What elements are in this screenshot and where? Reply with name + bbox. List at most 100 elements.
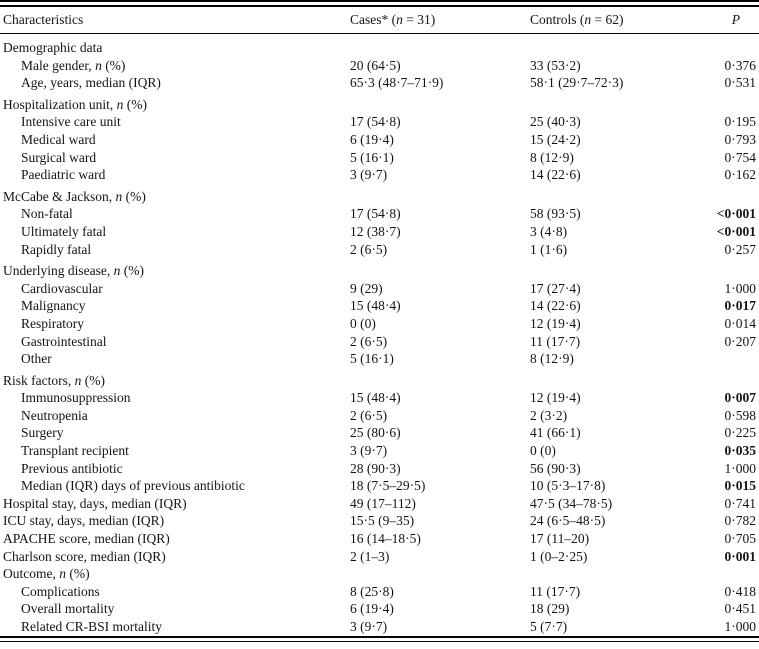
table-row: Other 5 (16·1) 8 (12·9): [0, 350, 759, 368]
controls-value: 18 (29): [530, 601, 570, 617]
row-label: Underlying disease, n (%): [3, 263, 144, 279]
table-header-row: Characteristics Cases* (n = 31) Controls…: [0, 7, 759, 33]
controls-value: 1 (1·6): [530, 241, 568, 257]
row-label: Transplant recipient: [21, 443, 129, 459]
cases-value: [350, 565, 530, 583]
controls-value: [530, 565, 702, 583]
row-label: Hospital stay, days, median (IQR): [3, 495, 187, 511]
controls-value: 25 (40·3): [530, 114, 581, 130]
header-rule: [0, 32, 759, 34]
p-value: [702, 372, 759, 390]
p-value: 0·451: [724, 601, 757, 617]
controls-value: 11 (17·7): [530, 583, 581, 599]
table-row: Surgical ward 5 (16·1) 8 (12·9) 0·754: [0, 149, 759, 167]
cases-value: [350, 372, 530, 390]
table-row: Related CR-BSI mortality 3 (9·7) 5 (7·7) 1·…: [0, 618, 759, 636]
row-label: Related CR-BSI mortality: [21, 619, 162, 634]
controls-value: 41 (66·1): [530, 425, 581, 441]
row-label: Risk factors, n (%): [3, 372, 105, 388]
row-label: Non-fatal: [21, 206, 73, 222]
cases-value: 5 (16·1): [350, 149, 394, 165]
table-row: Hospitalization unit, n (%): [0, 96, 759, 114]
p-value: 0·014: [724, 315, 757, 331]
row-label: Ultimately fatal: [21, 223, 107, 239]
table-row: Demographic data: [0, 39, 759, 57]
table-row: APACHE score, median (IQR) 16 (14–18·5) 17…: [0, 530, 759, 548]
row-label: Other: [21, 351, 52, 367]
row-label: Intensive care unit: [21, 114, 121, 130]
table-row: Previous antibiotic 28 (90·3) 56 (90·3) 1·0…: [0, 460, 759, 478]
table-row: Gastrointestinal 2 (6·5) 11 (17·7) 0·207: [0, 333, 759, 351]
cases-value: 6 (19·4): [350, 601, 394, 617]
row-label: Immunosuppression: [21, 390, 131, 406]
cases-value: [350, 39, 530, 57]
cases-value: 6 (19·4): [350, 131, 394, 147]
table-row: Malignancy 15 (48·4) 14 (22·6) 0·017: [0, 297, 759, 315]
p-value: 0·418: [724, 583, 757, 599]
row-label: Age, years, median (IQR): [21, 75, 161, 91]
p-value: 0·598: [724, 407, 757, 423]
cases-value: 0 (0): [350, 315, 376, 331]
p-value: 0·754: [724, 149, 757, 165]
controls-value: [530, 262, 702, 280]
p-value: <0·001: [716, 223, 756, 239]
table-row: McCabe & Jackson, n (%): [0, 188, 759, 206]
column-header-p: P: [731, 11, 740, 27]
controls-value: 58 (93·5): [530, 206, 581, 222]
controls-value: [530, 372, 702, 390]
controls-value: 12 (19·4): [530, 390, 581, 406]
cases-value: 3 (9·7): [350, 167, 388, 183]
top-rule-outer: [0, 0, 759, 2]
controls-value: 58·1 (29·7–72·3): [530, 75, 624, 91]
column-header-controls: Controls (n = 62): [530, 11, 624, 27]
controls-value: 56 (90·3): [530, 460, 581, 476]
cases-value: 18 (7·5–29·5): [350, 478, 426, 494]
cases-value: 2 (6·5): [350, 241, 388, 257]
controls-value: 17 (27·4): [530, 280, 581, 296]
cases-value: [350, 262, 530, 280]
table-row: Male gender, n (%) 20 (64·5) 33 (53·2) 0·37…: [0, 57, 759, 75]
bottom-rule-outer: [0, 640, 759, 643]
row-label: McCabe & Jackson, n (%): [3, 188, 146, 204]
cases-value: [350, 96, 530, 114]
row-label: Overall mortality: [21, 601, 115, 617]
p-value: 0·017: [724, 298, 756, 314]
table-row: Neutropenia 2 (6·5) 2 (3·2) 0·598: [0, 407, 759, 425]
cases-value: 15 (48·4): [350, 298, 401, 314]
table-row: ICU stay, days, median (IQR) 15·5 (9–35) 2…: [0, 512, 759, 530]
column-header-cases: Cases* (n = 31): [350, 11, 436, 27]
controls-value: [530, 39, 702, 57]
controls-value: 24 (6·5–48·5): [530, 513, 606, 529]
p-value: 0·531: [724, 75, 757, 91]
p-value: 0·007: [724, 390, 756, 406]
cases-value: 3 (9·7): [350, 443, 388, 459]
p-value: 0·705: [724, 531, 757, 547]
table-row: Overall mortality 6 (19·4) 18 (29) 0·451: [0, 600, 759, 618]
row-label: Outcome, n (%): [3, 566, 90, 582]
p-value: 0·257: [724, 241, 757, 257]
p-value: 0·035: [724, 443, 756, 459]
controls-value: 10 (5·3–17·8): [530, 478, 606, 494]
table-row: Charlson score, median (IQR) 2 (1–3) 1 (0–…: [0, 548, 759, 566]
controls-value: 3 (4·8): [530, 223, 568, 239]
p-value: 0·195: [724, 114, 757, 130]
cases-value: 8 (25·8): [350, 583, 394, 599]
controls-value: 0 (0): [530, 443, 556, 459]
cases-value: 15 (48·4): [350, 390, 401, 406]
cases-value: 15·5 (9–35): [350, 513, 415, 529]
cases-value: [350, 188, 530, 206]
cases-value: 2 (6·5): [350, 333, 388, 349]
p-value: [702, 262, 759, 280]
controls-value: 17 (11–20): [530, 531, 590, 547]
row-label: APACHE score, median (IQR): [3, 531, 170, 547]
p-value: 0·225: [724, 425, 757, 441]
table-row: Outcome, n (%): [0, 565, 759, 583]
row-label: Rapidly fatal: [21, 241, 92, 257]
controls-value: 33 (53·2): [530, 57, 581, 73]
row-label: Surgery: [21, 425, 64, 441]
row-label: Median (IQR) days of previous antibiotic: [21, 478, 245, 494]
p-value: [702, 188, 759, 206]
table-row: Respiratory 0 (0) 12 (19·4) 0·014: [0, 315, 759, 333]
controls-value: 8 (12·9): [530, 351, 574, 367]
